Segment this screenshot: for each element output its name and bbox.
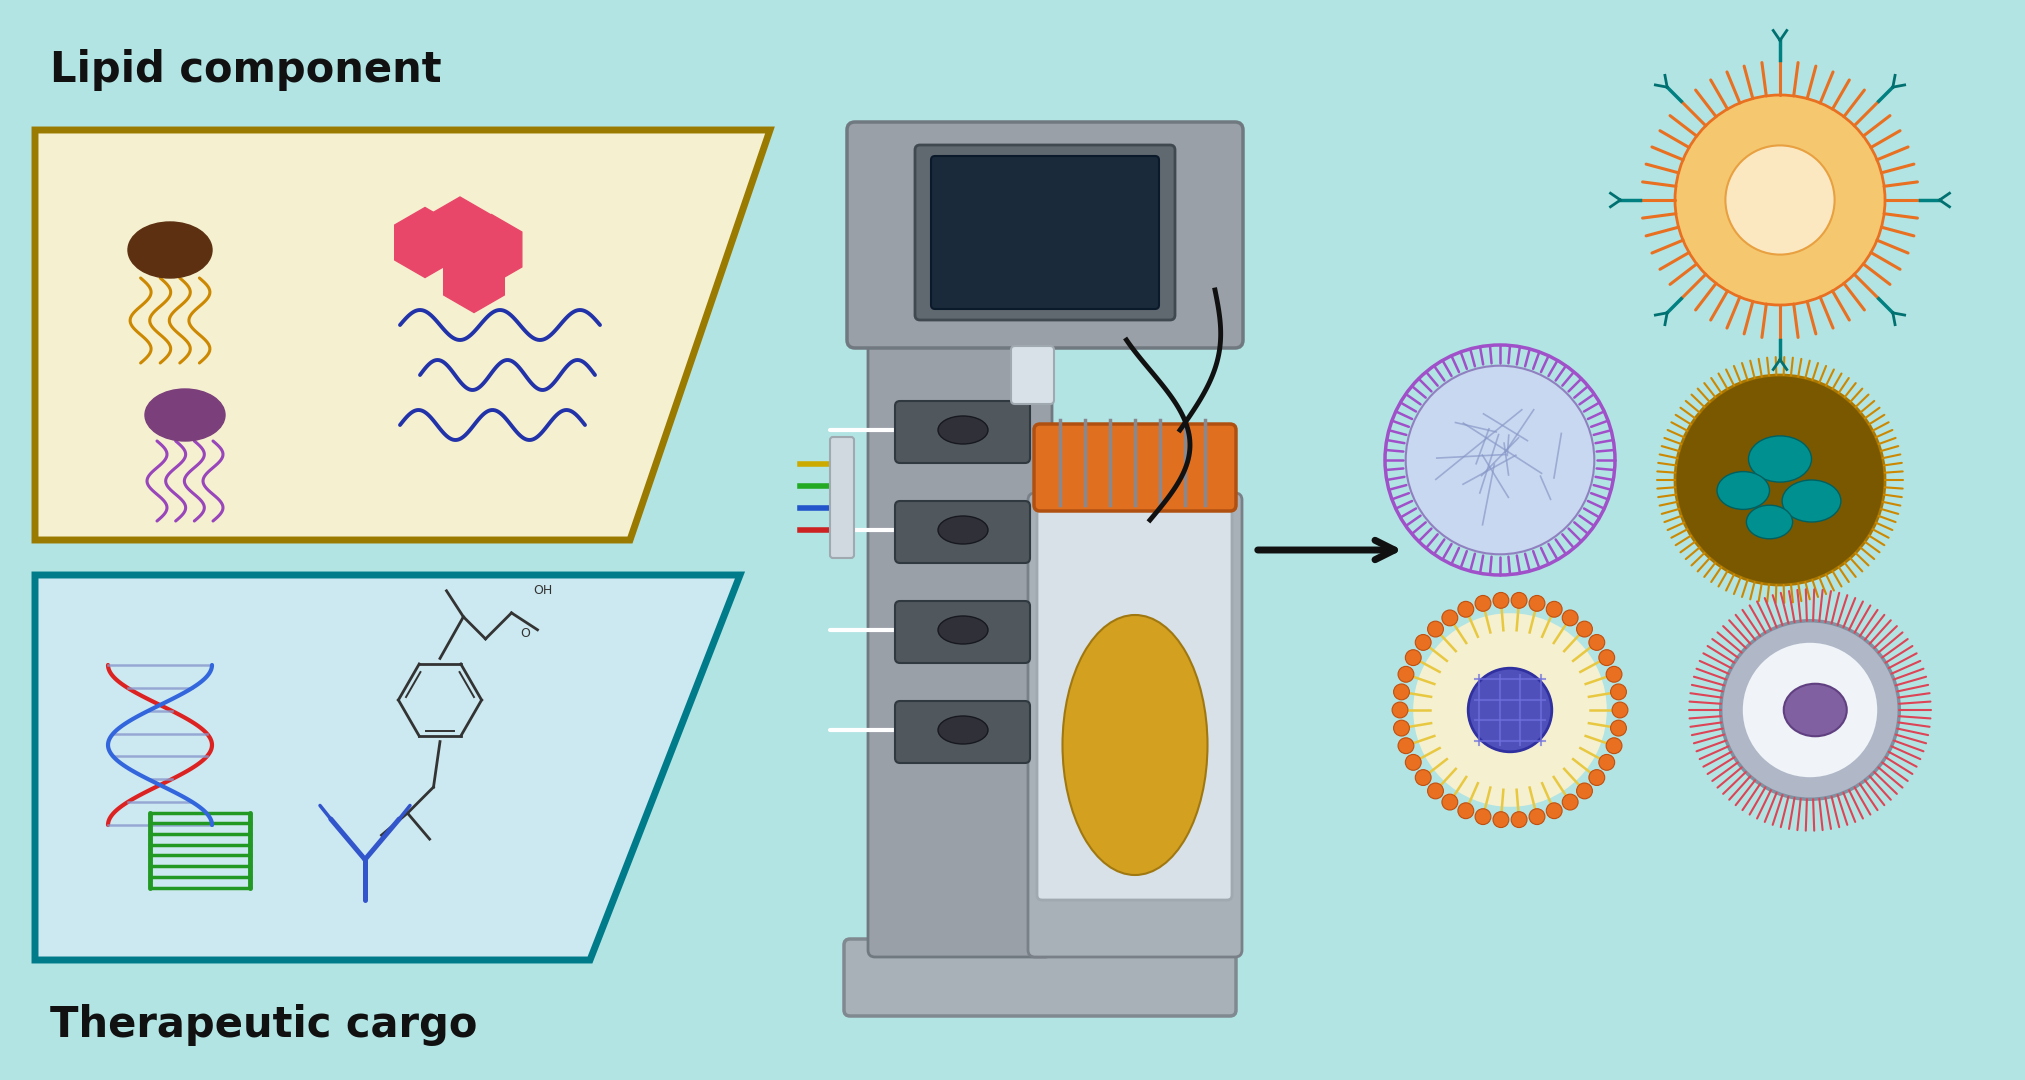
Ellipse shape [1782, 480, 1841, 522]
Circle shape [1428, 621, 1444, 637]
Circle shape [1492, 593, 1509, 608]
Circle shape [1511, 812, 1527, 827]
Circle shape [1590, 635, 1604, 650]
Circle shape [1391, 702, 1407, 718]
Circle shape [1742, 642, 1879, 779]
Ellipse shape [1784, 684, 1847, 737]
Circle shape [1405, 366, 1594, 554]
FancyBboxPatch shape [895, 401, 1031, 463]
Circle shape [1610, 720, 1626, 737]
Circle shape [1600, 650, 1614, 665]
Circle shape [1529, 809, 1545, 824]
Circle shape [1415, 770, 1432, 785]
Polygon shape [34, 575, 739, 960]
FancyBboxPatch shape [1010, 346, 1053, 404]
FancyBboxPatch shape [830, 437, 855, 558]
Circle shape [1405, 755, 1422, 770]
Text: OH: OH [535, 584, 553, 597]
Circle shape [1675, 375, 1885, 585]
Polygon shape [429, 197, 490, 267]
Text: Therapeutic cargo: Therapeutic cargo [51, 1004, 478, 1047]
Circle shape [1393, 684, 1409, 700]
Ellipse shape [128, 222, 213, 278]
FancyBboxPatch shape [1029, 492, 1241, 957]
Circle shape [1721, 621, 1899, 799]
Circle shape [1561, 794, 1577, 810]
Circle shape [1529, 595, 1545, 611]
Circle shape [1675, 95, 1885, 305]
Circle shape [1397, 738, 1413, 754]
Circle shape [1405, 650, 1422, 665]
FancyBboxPatch shape [895, 701, 1031, 762]
Circle shape [1458, 802, 1474, 819]
FancyBboxPatch shape [895, 501, 1031, 563]
FancyBboxPatch shape [1037, 505, 1231, 900]
FancyBboxPatch shape [869, 323, 1053, 957]
Circle shape [1606, 666, 1622, 683]
Text: O: O [520, 627, 531, 640]
Circle shape [1428, 783, 1444, 799]
FancyBboxPatch shape [895, 600, 1031, 663]
Circle shape [1413, 613, 1606, 807]
Polygon shape [462, 215, 522, 284]
Ellipse shape [938, 516, 988, 544]
Circle shape [1577, 783, 1592, 799]
Circle shape [1511, 593, 1527, 608]
Polygon shape [395, 207, 456, 278]
FancyBboxPatch shape [915, 145, 1174, 320]
Circle shape [1547, 602, 1561, 617]
Circle shape [1612, 702, 1628, 718]
Circle shape [1474, 809, 1490, 824]
FancyBboxPatch shape [1035, 424, 1235, 511]
Ellipse shape [1717, 472, 1770, 510]
Polygon shape [34, 130, 769, 540]
Ellipse shape [938, 416, 988, 444]
Circle shape [1468, 669, 1551, 752]
Text: Lipid component: Lipid component [51, 49, 441, 91]
Ellipse shape [146, 389, 225, 441]
Ellipse shape [1748, 436, 1812, 482]
FancyBboxPatch shape [844, 939, 1235, 1016]
Circle shape [1600, 755, 1614, 770]
FancyBboxPatch shape [932, 156, 1158, 309]
Circle shape [1725, 146, 1835, 255]
Circle shape [1561, 610, 1577, 625]
Circle shape [1492, 812, 1509, 827]
Ellipse shape [938, 716, 988, 744]
Circle shape [1590, 770, 1604, 785]
Circle shape [1397, 666, 1413, 683]
Ellipse shape [1063, 615, 1207, 875]
FancyBboxPatch shape [846, 122, 1243, 348]
Circle shape [1547, 802, 1561, 819]
Circle shape [1610, 684, 1626, 700]
Polygon shape [443, 243, 504, 312]
Circle shape [1458, 602, 1474, 617]
Circle shape [1577, 621, 1592, 637]
Circle shape [1442, 610, 1458, 625]
Circle shape [1474, 595, 1490, 611]
Circle shape [1606, 738, 1622, 754]
Circle shape [1393, 720, 1409, 737]
Circle shape [1442, 794, 1458, 810]
Ellipse shape [938, 616, 988, 644]
Ellipse shape [1746, 505, 1792, 539]
Circle shape [1415, 635, 1432, 650]
